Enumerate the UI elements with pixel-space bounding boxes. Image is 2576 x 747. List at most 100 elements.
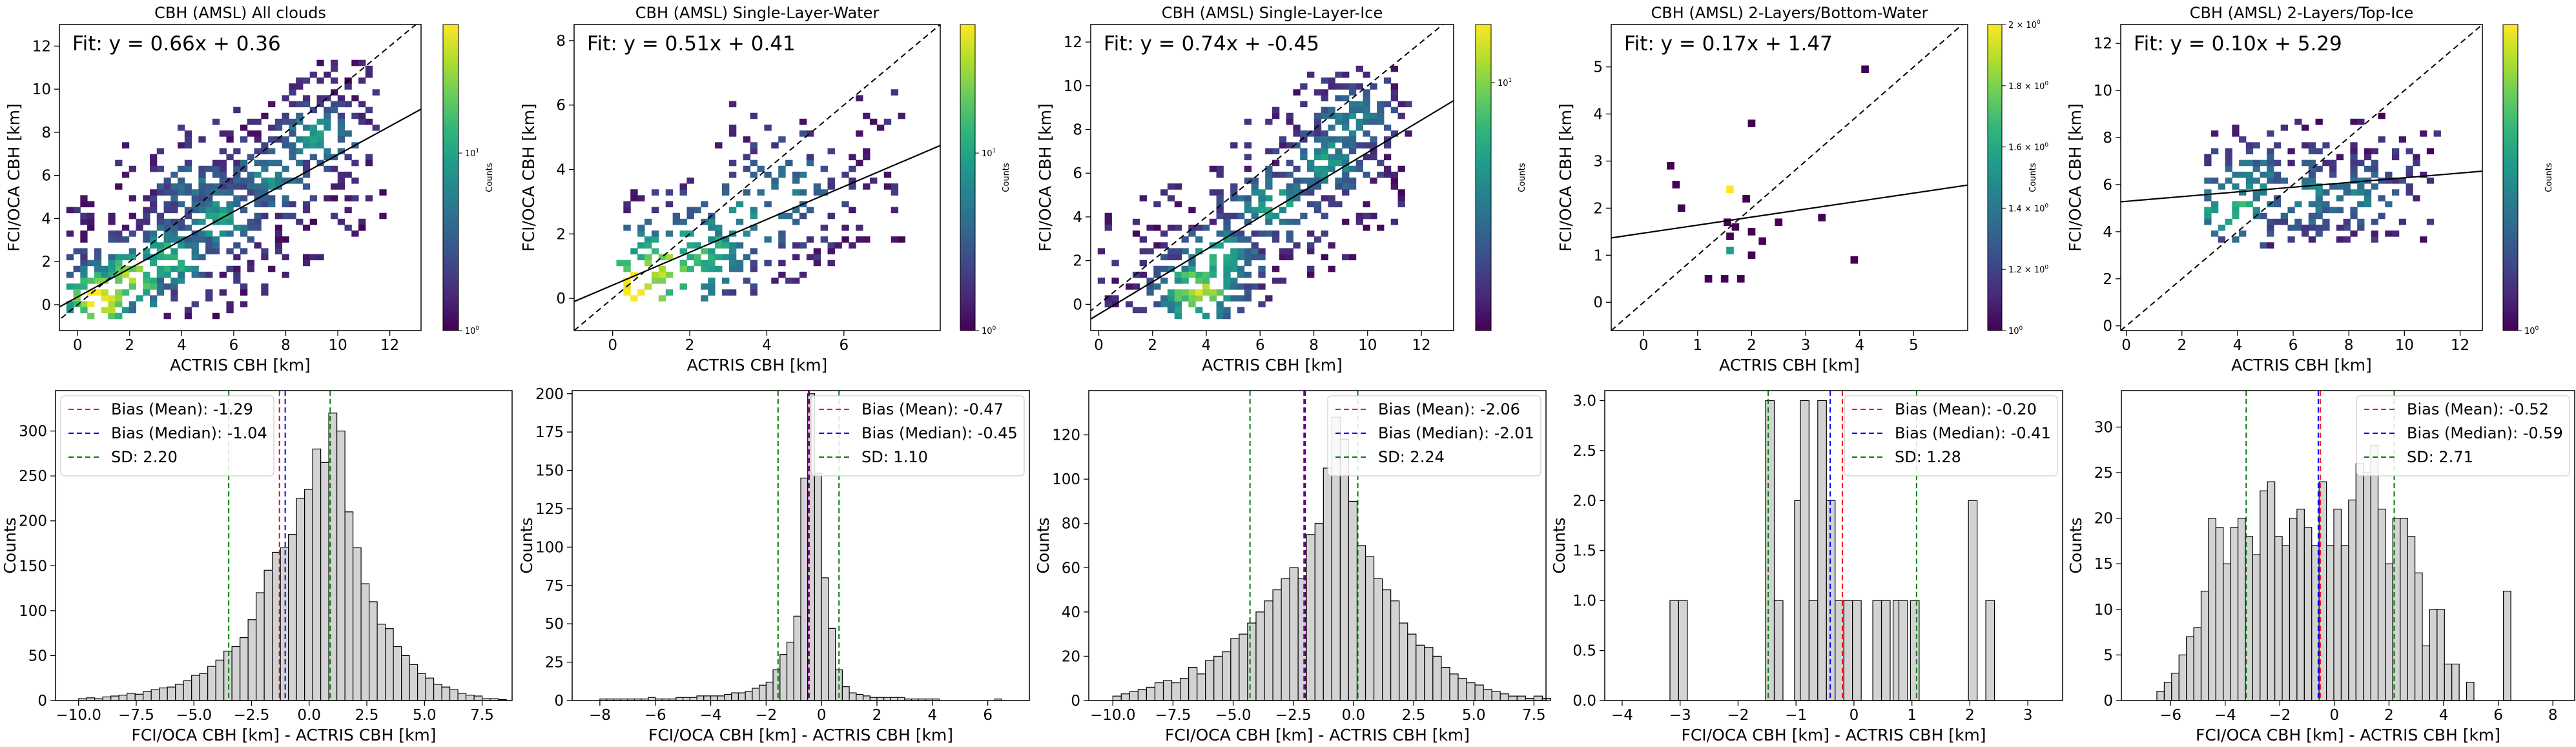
heatmap-cell	[2211, 130, 2219, 137]
heatmap-cell	[1258, 283, 1266, 290]
heatmap-cell	[268, 178, 276, 184]
heatmap-cell	[2308, 218, 2316, 225]
heatmap-cell	[891, 183, 899, 190]
heatmap-cell	[163, 254, 171, 261]
heatmap-cell	[205, 212, 213, 220]
heatmap-cell	[1265, 165, 1273, 172]
histogram-bar	[1162, 680, 1173, 701]
heatmap-cells	[66, 59, 387, 320]
heatmap-cell	[2273, 178, 2282, 184]
heatmap-cell	[1286, 254, 1293, 261]
heatmap-cell	[1237, 254, 1245, 261]
heatmap-cell	[1747, 251, 1756, 260]
legend-label: Bias (Mean): -1.29	[111, 400, 253, 418]
heatmap-cell	[191, 248, 199, 254]
heatmap-cell	[316, 59, 324, 67]
heatmap-cell	[1230, 142, 1238, 148]
heatmap-cell	[715, 224, 723, 231]
histogram-bar	[328, 413, 338, 701]
heatmap-cell	[156, 183, 165, 190]
heatmap-cell	[324, 148, 331, 155]
x-tick-label: 0.0	[1342, 707, 1366, 724]
heatmap-cell	[1244, 207, 1252, 214]
heatmap-cell	[73, 295, 81, 302]
heatmap-cell	[219, 212, 227, 220]
heatmap-cell	[679, 260, 687, 267]
heatmap-cell	[2315, 207, 2323, 214]
heatmap-cell	[1258, 248, 1266, 254]
one-to-one-line	[1611, 25, 1964, 331]
heatmap-cell	[372, 89, 380, 96]
histogram-bar	[369, 601, 378, 701]
heatmap-cell	[1314, 112, 1322, 119]
heatmap-cell	[1348, 130, 1357, 137]
heatmap-cell	[623, 289, 631, 296]
heatmap-cell	[344, 130, 352, 137]
heatmap-cell	[1209, 289, 1217, 296]
heatmap-cell	[2267, 154, 2274, 161]
heatmap-cell	[743, 254, 751, 261]
scatter-axes-frame	[1090, 24, 1454, 331]
heatmap-cell	[1188, 301, 1196, 308]
heatmap-cell	[268, 265, 276, 272]
heatmap-cell	[771, 178, 779, 184]
heatmap-cell	[337, 130, 345, 137]
heatmap-cell	[2273, 218, 2282, 225]
heatmap-cell	[296, 136, 304, 143]
heatmap-cell	[1174, 277, 1182, 284]
histogram-bar	[800, 477, 809, 701]
heatmap-cell	[1370, 136, 1377, 143]
heatmap-cell	[351, 59, 359, 67]
fit-line	[1091, 99, 1454, 320]
x-tick-label: 2	[2384, 707, 2394, 724]
heatmap-cell	[1258, 189, 1266, 196]
heatmap-cell	[191, 230, 199, 237]
heatmap-cell	[2308, 178, 2316, 184]
heatmap-cell	[2426, 148, 2435, 155]
heatmap-cell	[792, 242, 800, 249]
heatmap-cell	[1377, 107, 1385, 114]
histogram-bar	[425, 677, 435, 701]
histogram-bar	[1541, 697, 1552, 701]
heatmap-cell	[637, 195, 645, 201]
heatmap-cell	[1251, 248, 1259, 254]
heatmap-cell	[2392, 148, 2400, 155]
heatmap-cell	[1775, 218, 1783, 227]
heatmap-cell	[1286, 195, 1293, 201]
heatmap-cell	[1223, 295, 1231, 302]
heatmap-cell	[679, 189, 687, 196]
heatmap-cell	[1167, 195, 1175, 201]
heatmap-cell	[337, 124, 345, 131]
heatmap-cell	[1307, 165, 1315, 172]
histogram-bar	[449, 689, 459, 701]
y-tick-label: 20	[2094, 511, 2113, 527]
heatmap-cell	[205, 189, 213, 196]
heatmap-cell	[1272, 159, 1280, 167]
heatmap-cell	[792, 207, 800, 214]
legend-label: Bias (Median): -2.01	[1378, 424, 1534, 442]
heatmap-cell	[799, 130, 807, 137]
x-tick-label: 5.0	[1462, 707, 1486, 724]
heatmap-cell	[2204, 159, 2212, 167]
heatmap-cell	[143, 254, 150, 261]
heatmap-cell	[191, 271, 199, 278]
heatmap-cell	[1335, 112, 1343, 119]
heatmap-cell	[750, 142, 757, 148]
heatmap-cell	[2239, 230, 2247, 237]
heatmap-cell	[1216, 195, 1224, 201]
histogram-bar	[1880, 600, 1891, 701]
heatmap-cell	[1342, 83, 1350, 90]
heatmap-cell	[1258, 254, 1266, 261]
heatmap-cell	[1363, 89, 1370, 96]
heatmap-cell	[358, 59, 366, 67]
heatmap-cell	[764, 171, 772, 178]
heatmap-cell	[686, 207, 694, 214]
heatmap-cell	[331, 165, 338, 172]
heatmap-cell	[121, 171, 130, 178]
heatmap-cell	[1342, 154, 1350, 161]
heatmap-cell	[2343, 218, 2351, 225]
heatmap-cell	[261, 189, 269, 196]
heatmap-cell	[1363, 171, 1370, 178]
heatmap-cell	[1174, 307, 1182, 314]
heatmap-cell	[282, 271, 289, 278]
